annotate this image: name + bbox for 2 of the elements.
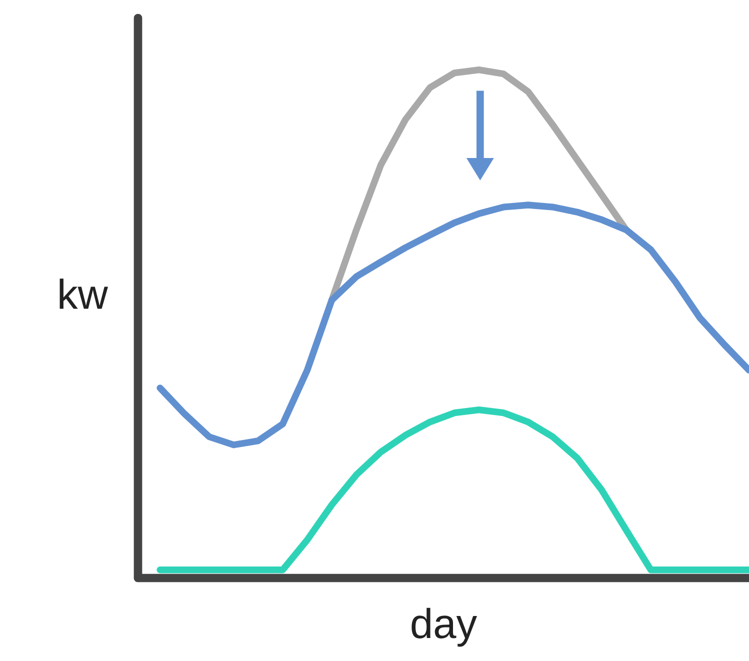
x-axis-title: day [412, 608, 478, 647]
y-axis-title: kw [60, 278, 108, 309]
